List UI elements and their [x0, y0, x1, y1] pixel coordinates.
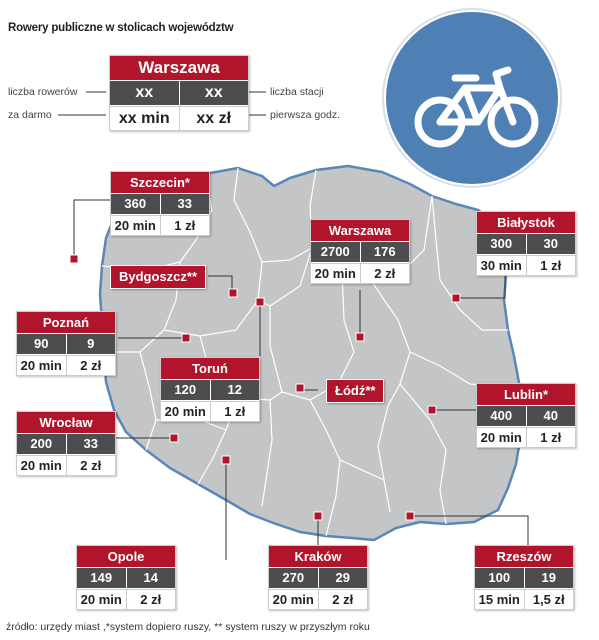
city-name: Białystok — [477, 212, 575, 233]
first-hour-price: 2 zł — [125, 589, 175, 609]
page-title: Rowery publiczne w stolicach województw — [8, 22, 234, 34]
bikes-count: 400 — [477, 406, 526, 426]
legend-free-label: za darmo — [8, 109, 52, 121]
city-name: Opole — [77, 546, 175, 567]
legend-card: Warszawa xx xx xx min xx zł — [109, 55, 249, 131]
bikes-count: 200 — [17, 434, 66, 454]
first-hour-price: 1 zł — [209, 401, 259, 421]
bikes-count: 90 — [17, 334, 66, 354]
legend-free: xx min — [110, 106, 179, 130]
city-card-torun: Toruń 120 12 20 min 1 zł — [160, 357, 260, 422]
free-time: 20 min — [477, 427, 526, 447]
first-hour-price: 2 zł — [359, 263, 409, 283]
bicycle-icon — [414, 66, 539, 148]
city-card-szczecin: Szczecin* 360 33 20 min 1 zł — [110, 171, 210, 236]
bikes-count: 270 — [269, 568, 318, 588]
first-hour-price: 1 zł — [525, 255, 575, 275]
legend-price: xx zł — [178, 106, 248, 130]
bikes-count: 360 — [111, 194, 160, 214]
stations-count: 12 — [210, 380, 259, 400]
city-card-bialystok: Białystok 300 30 30 min 1 zł — [476, 211, 576, 276]
source-footer: źródło: urzędy miast ,*system dopiero ru… — [6, 621, 370, 633]
free-time: 20 min — [111, 215, 160, 235]
free-time: 20 min — [17, 455, 66, 475]
city-name: Kraków — [269, 546, 367, 567]
bikes-count: 120 — [161, 380, 210, 400]
city-card-warszawa: Warszawa 2700 176 20 min 2 zł — [310, 219, 410, 284]
free-time: 20 min — [77, 589, 126, 609]
stations-count: 14 — [126, 568, 175, 588]
planned-label-lodz: Łódź** — [326, 379, 385, 403]
free-time: 30 min — [477, 255, 526, 275]
bikes-count: 2700 — [311, 242, 360, 262]
poland-outline — [98, 164, 526, 542]
planned-label-bydgoszcz: Bydgoszcz** — [110, 265, 207, 289]
city-card-wroclaw: Wrocław 200 33 20 min 2 zł — [16, 411, 116, 476]
stations-count: 29 — [318, 568, 367, 588]
stations-count: 40 — [526, 406, 575, 426]
first-hour-price: 1 zł — [525, 427, 575, 447]
legend-first-hour-label: pierwsza godz. — [270, 109, 341, 121]
city-card-poznan: Poznań 90 9 20 min 2 zł — [16, 311, 116, 376]
stations-count: 33 — [160, 194, 209, 214]
city-card-opole: Opole 149 14 20 min 2 zł — [76, 545, 176, 610]
first-hour-price: 1,5 zł — [523, 589, 573, 609]
free-time: 20 min — [269, 589, 318, 609]
legend-city: Warszawa — [110, 56, 248, 80]
first-hour-price: 2 zł — [317, 589, 367, 609]
stations-count: 9 — [66, 334, 115, 354]
legend-bikes-label: liczba rowerów — [8, 86, 78, 98]
city-card-krakow: Kraków 270 29 20 min 2 zł — [268, 545, 368, 610]
free-time: 15 min — [475, 589, 524, 609]
bikes-count: 149 — [77, 568, 126, 588]
first-hour-price: 2 zł — [65, 355, 115, 375]
city-name: Poznań — [17, 312, 115, 333]
city-name: Wrocław — [17, 412, 115, 433]
stations-count: 176 — [360, 242, 409, 262]
city-card-lublin: Lublin* 400 40 20 min 1 zł — [476, 383, 576, 448]
free-time: 20 min — [311, 263, 360, 283]
stations-count: 30 — [526, 234, 575, 254]
legend-stations-label: liczba stacji — [270, 86, 324, 98]
city-card-rzeszow: Rzeszów 100 19 15 min 1,5 zł — [474, 545, 574, 610]
free-time: 20 min — [161, 401, 210, 421]
legend-stations: xx — [179, 81, 248, 105]
city-name: Szczecin* — [111, 172, 209, 193]
city-markers — [69, 254, 461, 521]
bikes-count: 100 — [475, 568, 524, 588]
free-time: 20 min — [17, 355, 66, 375]
stations-count: 33 — [66, 434, 115, 454]
first-hour-price: 1 zł — [159, 215, 209, 235]
city-name: Toruń — [161, 358, 259, 379]
city-name: Lublin* — [477, 384, 575, 405]
city-name: Warszawa — [311, 220, 409, 241]
stations-count: 19 — [524, 568, 573, 588]
bikes-count: 300 — [477, 234, 526, 254]
legend-bikes: xx — [110, 81, 179, 105]
city-name: Rzeszów — [475, 546, 573, 567]
first-hour-price: 2 zł — [65, 455, 115, 475]
